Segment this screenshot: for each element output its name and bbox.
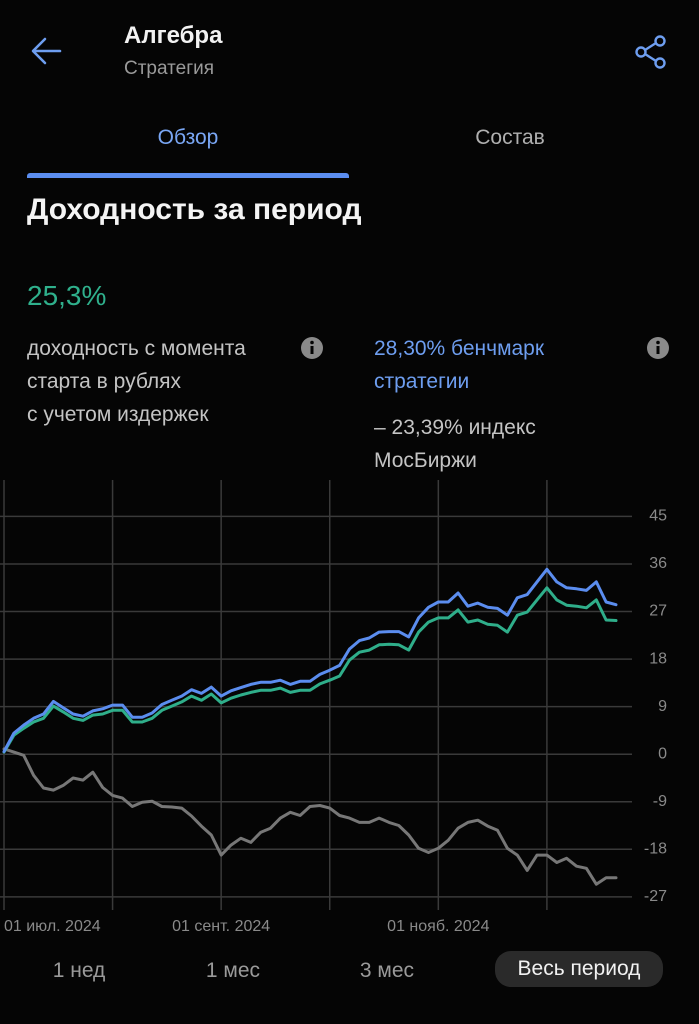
x-tick-label: 01 сент. 2024 bbox=[172, 918, 270, 935]
y-tick-label: 36 bbox=[649, 555, 667, 572]
tab[interactable]: Обзор bbox=[157, 126, 219, 149]
y-tick-label: 27 bbox=[649, 603, 667, 620]
y-tick-label: 9 bbox=[658, 698, 667, 715]
tab-indicator bbox=[27, 173, 349, 178]
strategy-title: Алгебра bbox=[124, 22, 223, 49]
return-description: доходность с момента старта в рублях с у… bbox=[27, 332, 277, 431]
period-button[interactable]: 3 мес bbox=[359, 959, 415, 982]
grid bbox=[0, 480, 632, 910]
share-button[interactable] bbox=[633, 34, 669, 70]
x-tick-label: 01 нояб. 2024 bbox=[387, 918, 489, 935]
return-note: с учетом издержек bbox=[27, 403, 209, 426]
y-tick-label: 0 bbox=[658, 745, 667, 762]
y-tick-label: 45 bbox=[649, 508, 667, 525]
x-tick-label: 01 июл. 2024 bbox=[4, 918, 101, 935]
y-tick-label: -9 bbox=[653, 793, 667, 810]
chart: 45 36 27 18 9 0 -9 -18 -27 01 июл. 2024 01 сент. 2… bbox=[0, 480, 667, 935]
return-text: доходность с момента старта в рублях bbox=[27, 337, 246, 393]
period-button[interactable]: 1 мес bbox=[205, 959, 261, 982]
series-line bbox=[2, 586, 618, 754]
benchmark-block: 28,30% бенчмарк стратегии – 23,39% индек… bbox=[374, 332, 594, 477]
info-icon[interactable] bbox=[646, 336, 670, 360]
back-button[interactable] bbox=[30, 36, 64, 66]
series-line bbox=[2, 747, 618, 886]
info-icon[interactable] bbox=[300, 336, 324, 360]
y-tick-label: -18 bbox=[644, 841, 667, 858]
section-title: Доходность за период bbox=[27, 193, 362, 226]
period-button[interactable]: 1 нед bbox=[52, 959, 106, 982]
strategy-subtitle: Стратегия bbox=[124, 58, 215, 79]
y-tick-label: 18 bbox=[649, 650, 667, 667]
index-text: – 23,39% индекс МосБиржи bbox=[374, 416, 536, 472]
period-button[interactable]: Весь период bbox=[495, 951, 663, 987]
benchmark-text: 28,30% бенчмарк стратегии bbox=[374, 337, 545, 393]
tab[interactable]: Состав bbox=[475, 126, 545, 149]
series-line bbox=[2, 567, 618, 754]
return-value: 25,3% bbox=[27, 280, 107, 311]
y-tick-label: -27 bbox=[644, 888, 667, 905]
